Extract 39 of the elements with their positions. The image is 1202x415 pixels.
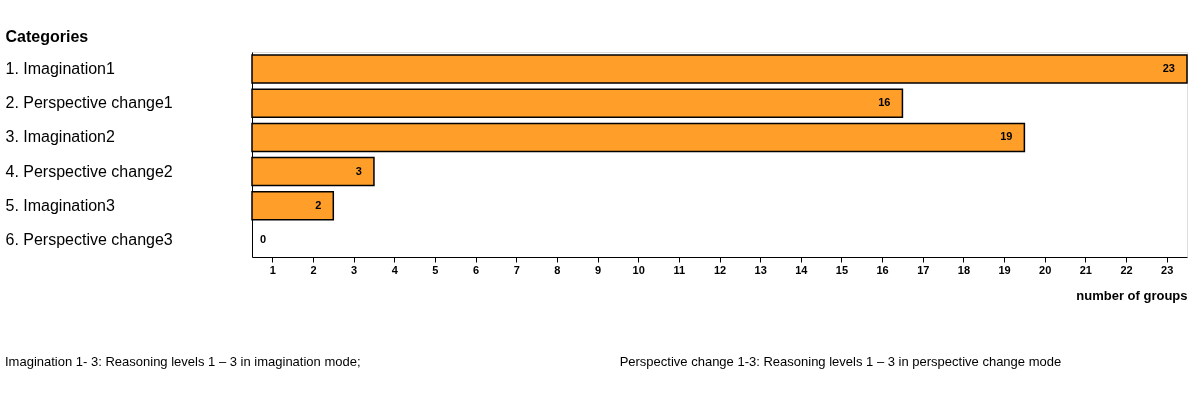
x-tick-label: 10 [632, 263, 645, 276]
data-label: 3 [355, 164, 362, 177]
x-tick-label: 3 [351, 263, 358, 276]
x-tick-label: 17 [917, 263, 930, 276]
x-tick-label: 22 [1120, 263, 1133, 276]
text: Imagination 1- 3: Reasoning levels 1 – 3 in imagination mode; [5, 354, 361, 369]
data-label: 23 [1162, 62, 1175, 75]
y-tick-label: 4. Perspective change2 [5, 162, 173, 180]
x-tick-label: 12 [713, 263, 727, 276]
y-tick-label: 6. Perspective change3 [5, 230, 173, 248]
text: Perspective change 1-3: Reasoning levels 1 – 3 in perspective change mode [619, 354, 1062, 369]
x-tick-label: 21 [1079, 263, 1092, 276]
y-axis-title: Categories [5, 27, 89, 45]
data-label: 0 [260, 232, 267, 245]
data-label: 2 [315, 198, 322, 211]
x-axis-title: number of groups [1076, 287, 1188, 303]
x-tick-label: 19 [998, 263, 1011, 276]
x-tick-label: 13 [754, 263, 767, 276]
x-tick-label: 18 [957, 263, 971, 276]
x-tick-label: 5 [432, 263, 439, 276]
x-tick-label: 4 [391, 263, 399, 276]
x-tick-label: 2 [310, 263, 317, 276]
x-tick-label: 11 [673, 263, 686, 276]
y-tick-label: 5. Imagination3 [5, 196, 116, 214]
x-tick-label: 14 [795, 263, 809, 276]
x-tick-label: 6 [473, 263, 480, 276]
x-tick-label: 9 [594, 263, 602, 276]
x-tick-label: 20 [1039, 263, 1052, 276]
x-tick-label: 7 [513, 263, 520, 276]
x-tick-label: 15 [835, 263, 849, 276]
y-tick-label: 3. Imagination2 [5, 128, 116, 146]
x-tick-label: 23 [1161, 263, 1174, 276]
y-tick-label: 2. Perspective change1 [5, 94, 173, 112]
data-label: 19 [1000, 130, 1013, 143]
x-tick-label: 8 [554, 263, 561, 276]
y-tick-label: 1. Imagination1 [5, 60, 116, 78]
x-tick-label: 1 [269, 263, 276, 276]
x-tick-label: 16 [876, 263, 889, 276]
data-label: 16 [878, 96, 891, 109]
